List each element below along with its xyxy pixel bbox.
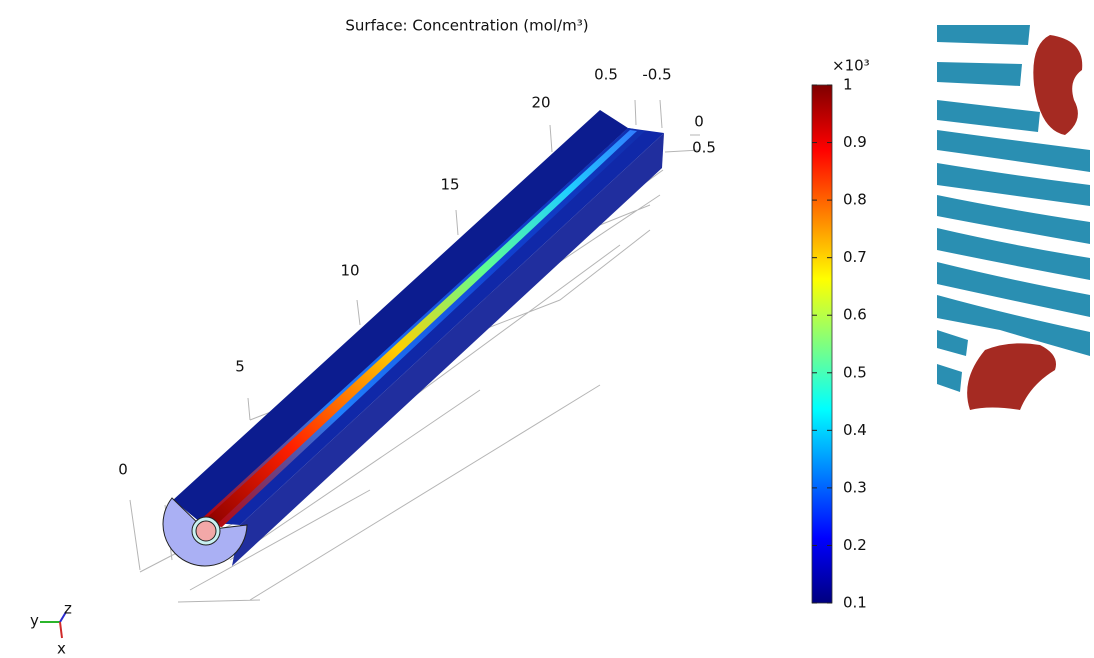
colorbar-tick-label: 0.3 xyxy=(843,478,867,496)
colorbar-tick-label: 0.2 xyxy=(843,536,867,554)
colorbar-tick-label: 0.1 xyxy=(843,594,867,612)
axis-tick-label: 0 xyxy=(118,461,128,479)
rod-side-face xyxy=(232,133,664,566)
axis-tick-label: 15 xyxy=(440,176,459,194)
rod-stripe xyxy=(200,130,637,527)
axis-tick-label: 10 xyxy=(340,262,359,280)
triad-y: y xyxy=(30,612,39,630)
colorbar-tick-label: 1 xyxy=(843,76,853,94)
axis-tick-label: 0.5 xyxy=(692,139,716,157)
rod xyxy=(162,110,664,567)
rod-end-core xyxy=(195,520,217,542)
axis-tick-label: 0.5 xyxy=(594,66,618,84)
plot-title: Surface: Concentration (mol/m³) xyxy=(345,17,588,35)
rod-top-face xyxy=(173,110,628,522)
axis-tick-label: 5 xyxy=(235,358,245,376)
colorbar-multiplier: ×10³ xyxy=(832,57,870,75)
logo xyxy=(937,25,1090,410)
colorbar-tick-label: 0.5 xyxy=(843,363,867,381)
axis-tick-label: -0.5 xyxy=(642,66,671,84)
colorbar xyxy=(811,84,833,604)
axis-tick-label: 20 xyxy=(531,94,550,112)
colorbar-tick-label: 0.9 xyxy=(843,133,867,151)
colorbar-tick-label: 0.4 xyxy=(843,421,867,439)
triad-z: z xyxy=(64,600,72,618)
colorbar-tick-label: 0.8 xyxy=(843,191,867,209)
triad-x: x xyxy=(57,640,66,658)
axis-triad: y z x xyxy=(30,600,72,658)
colorbar-tick-label: 0.7 xyxy=(843,248,867,266)
colorbar-tick-label: 0.6 xyxy=(843,306,867,324)
axis-tick-label: 0 xyxy=(694,113,704,131)
